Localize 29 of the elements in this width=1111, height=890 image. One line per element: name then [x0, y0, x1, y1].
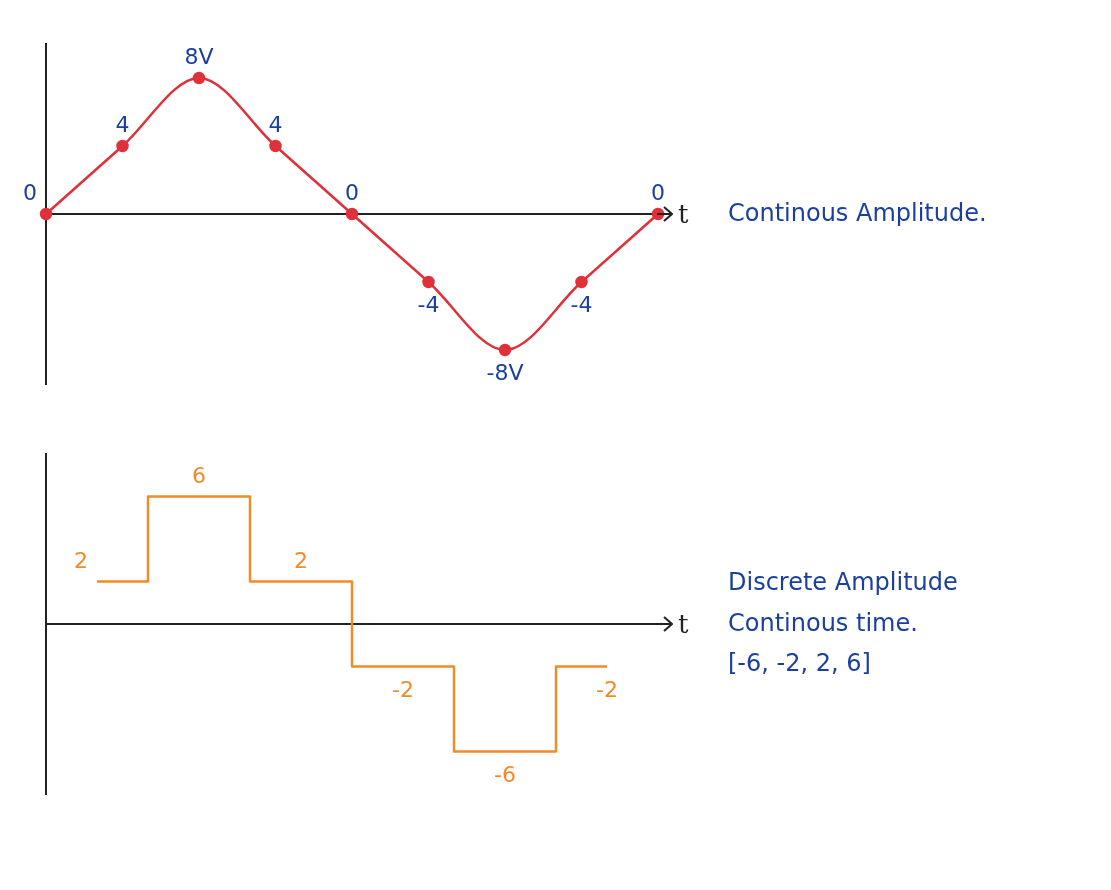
point: [498, 343, 512, 357]
data-label: 4: [115, 112, 130, 137]
text: Discrete Amplitude: [728, 566, 958, 598]
text: [-6, -2, 2, 6]: [728, 648, 872, 680]
point: [422, 275, 435, 289]
data-label: 2: [294, 547, 308, 573]
data-label: -4: [570, 292, 593, 317]
data-label: -2: [392, 676, 414, 702]
data-label: -2: [596, 676, 618, 702]
x-axis-title: t: [678, 199, 689, 229]
data-label: -6: [494, 761, 516, 787]
x-axis-title: t: [678, 609, 689, 639]
point: [269, 139, 282, 153]
data-label: 0: [345, 180, 359, 205]
text: Continous time.: [728, 607, 919, 639]
point: [192, 71, 206, 85]
data-label: 2: [74, 547, 88, 573]
data-label: 6: [192, 462, 206, 488]
point: [575, 275, 588, 289]
text: Continous Amplitude.: [728, 197, 987, 229]
point: [116, 139, 129, 153]
data-label: 8V: [184, 44, 214, 69]
data-label: 0: [23, 180, 37, 205]
data-label: 4: [268, 112, 283, 137]
point: [345, 207, 359, 221]
data-label: 0: [651, 180, 665, 205]
data-label: -4: [417, 292, 440, 317]
point: [39, 207, 53, 221]
data-label: -8V: [486, 360, 524, 385]
